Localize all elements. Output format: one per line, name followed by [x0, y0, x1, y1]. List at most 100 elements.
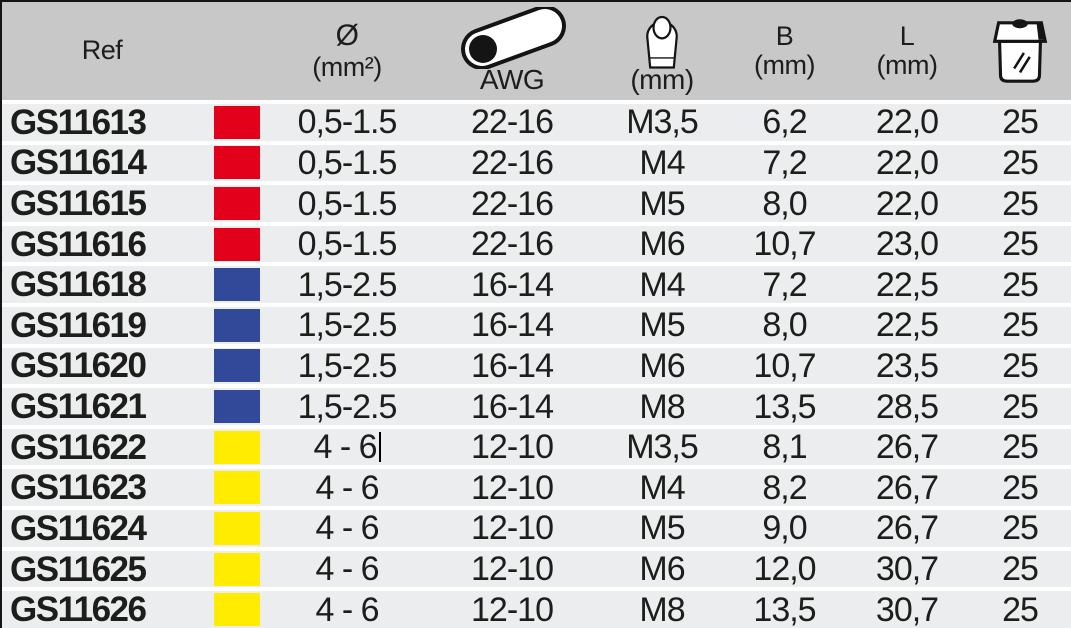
- thread-size-cell[interactable]: M3,5: [626, 103, 699, 142]
- awg-cell[interactable]: 12-10: [471, 428, 554, 467]
- thread-size-cell[interactable]: M8: [639, 590, 685, 628]
- package-qty-cell[interactable]: 25: [1002, 225, 1039, 264]
- awg-cell[interactable]: 22-16: [471, 225, 554, 264]
- l-dimension-cell[interactable]: 30,7: [875, 590, 939, 628]
- diameter-cell[interactable]: 4 - 6: [315, 550, 379, 588]
- l-dimension-cell[interactable]: 22,0: [875, 143, 939, 182]
- ref-cell[interactable]: GS11616: [10, 224, 147, 264]
- l-dimension-cell[interactable]: 23,0: [875, 225, 939, 264]
- package-qty-cell[interactable]: 25: [1002, 265, 1039, 304]
- package-qty-cell[interactable]: 25: [1002, 509, 1039, 548]
- awg-cell[interactable]: 22-16: [471, 143, 554, 182]
- b-dimension-cell[interactable]: 12,0: [753, 550, 816, 588]
- header-diameter: Ø (mm²): [272, 19, 422, 82]
- ref-cell[interactable]: GS11620: [10, 346, 147, 386]
- thread-size-cell[interactable]: M4: [639, 265, 685, 304]
- diameter-cell[interactable]: 4 - 6: [315, 509, 379, 548]
- thread-size-cell[interactable]: M6: [639, 225, 685, 264]
- diameter-cell[interactable]: 4 - 6: [272, 430, 422, 464]
- l-dimension-cell[interactable]: 26,7: [875, 509, 939, 548]
- b-dimension-cell[interactable]: 10,7: [753, 225, 816, 264]
- b-dimension-cell[interactable]: 8,0: [762, 184, 807, 223]
- cable-cross-section-icon: [442, 6, 582, 69]
- l-dimension-cell[interactable]: 26,7: [875, 428, 939, 467]
- thread-size-cell[interactable]: M6: [639, 346, 685, 385]
- l-dimension-cell[interactable]: 23,5: [875, 346, 939, 385]
- b-dimension-cell[interactable]: 13,5: [753, 590, 816, 628]
- package-qty-cell[interactable]: 25: [1002, 143, 1039, 182]
- awg-cell[interactable]: 12-10: [471, 468, 554, 507]
- package-qty-cell[interactable]: 25: [1002, 306, 1039, 345]
- ref-cell[interactable]: GS11625: [10, 549, 147, 589]
- l-dimension-cell[interactable]: 22,0: [875, 103, 939, 142]
- diameter-cell[interactable]: 0,5-1.5: [297, 143, 398, 182]
- awg-cell[interactable]: 16-14: [471, 387, 554, 426]
- b-label: B: [775, 20, 794, 51]
- color-swatch: [214, 511, 260, 545]
- diameter-cell[interactable]: 1,5-2.5: [297, 346, 398, 385]
- ref-cell[interactable]: GS11613: [10, 102, 147, 142]
- diameter-cell[interactable]: 0,5-1.5: [297, 225, 398, 264]
- ref-cell[interactable]: GS11614: [10, 143, 147, 183]
- package-qty-cell[interactable]: 25: [1002, 550, 1039, 588]
- package-qty-cell[interactable]: 25: [1002, 387, 1039, 426]
- awg-cell[interactable]: 12-10: [471, 509, 554, 548]
- l-dimension-cell[interactable]: 28,5: [875, 387, 939, 426]
- swatch-cell: [202, 227, 272, 261]
- ref-cell[interactable]: GS11624: [10, 508, 147, 548]
- awg-cell[interactable]: 16-14: [471, 346, 554, 385]
- b-dimension-cell[interactable]: 8,1: [762, 428, 807, 467]
- l-dimension-cell[interactable]: 22,0: [875, 184, 939, 223]
- thread-size-cell[interactable]: M6: [639, 550, 685, 588]
- l-dimension-cell[interactable]: 30,7: [875, 550, 939, 588]
- thread-size-cell[interactable]: M5: [639, 184, 685, 223]
- b-dimension-cell[interactable]: 7,2: [762, 143, 807, 182]
- swatch-cell: [202, 268, 272, 302]
- diameter-cell[interactable]: 4 - 6: [315, 468, 379, 507]
- thread-size-cell[interactable]: M4: [639, 143, 685, 182]
- package-qty-cell[interactable]: 25: [1002, 103, 1039, 142]
- awg-cell[interactable]: 16-14: [471, 306, 554, 345]
- b-dimension-cell[interactable]: 8,2: [762, 468, 807, 507]
- b-dimension-cell[interactable]: 10,7: [753, 346, 816, 385]
- l-dimension-cell[interactable]: 26,7: [875, 468, 939, 507]
- thread-size-cell[interactable]: M5: [639, 509, 685, 548]
- diameter-cell[interactable]: 0,5-1.5: [297, 103, 398, 142]
- header-packaging: [967, 15, 1071, 87]
- table-row: GS11621 1,5-2.5 16-14 M8 13,5 28,5 25: [2, 388, 1071, 425]
- diameter-cell[interactable]: 1,5-2.5: [297, 306, 398, 345]
- l-dimension-cell[interactable]: 22,5: [875, 265, 939, 304]
- thread-size-cell[interactable]: M4: [639, 468, 685, 507]
- package-qty-cell[interactable]: 25: [1002, 184, 1039, 223]
- ref-cell[interactable]: GS11621: [10, 387, 147, 427]
- table-row: GS11625 4 - 6 12-10 M6 12,0 30,7 25: [2, 549, 1071, 589]
- b-dimension-cell[interactable]: 7,2: [762, 265, 807, 304]
- awg-cell[interactable]: 22-16: [471, 184, 554, 223]
- b-dimension-cell[interactable]: 6,2: [762, 103, 807, 142]
- thread-size-cell[interactable]: M3,5: [626, 428, 699, 467]
- package-qty-cell[interactable]: 25: [1002, 468, 1039, 507]
- awg-cell[interactable]: 22-16: [471, 103, 554, 142]
- ref-cell[interactable]: GS11618: [10, 265, 147, 305]
- b-dimension-cell[interactable]: 8,0: [762, 306, 807, 345]
- ref-cell[interactable]: GS11615: [10, 184, 147, 224]
- l-dimension-cell[interactable]: 22,5: [875, 306, 939, 345]
- awg-cell[interactable]: 16-14: [471, 265, 554, 304]
- package-qty-cell[interactable]: 25: [1002, 590, 1039, 628]
- ref-cell[interactable]: GS11626: [10, 590, 147, 628]
- ref-cell[interactable]: GS11619: [10, 305, 147, 345]
- ref-cell[interactable]: GS11622: [10, 427, 147, 467]
- diameter-cell[interactable]: 4 - 6: [315, 590, 379, 628]
- diameter-cell[interactable]: 0,5-1.5: [297, 184, 398, 223]
- diameter-cell[interactable]: 1,5-2.5: [297, 265, 398, 304]
- package-qty-cell[interactable]: 25: [1002, 346, 1039, 385]
- thread-size-cell[interactable]: M8: [639, 387, 685, 426]
- b-dimension-cell[interactable]: 13,5: [753, 387, 816, 426]
- awg-cell[interactable]: 12-10: [471, 590, 554, 628]
- awg-cell[interactable]: 12-10: [471, 550, 554, 588]
- ref-cell[interactable]: GS11623: [10, 468, 147, 508]
- package-qty-cell[interactable]: 25: [1002, 428, 1039, 467]
- diameter-cell[interactable]: 1,5-2.5: [297, 387, 398, 426]
- b-dimension-cell[interactable]: 9,0: [762, 509, 807, 548]
- thread-size-cell[interactable]: M5: [639, 306, 685, 345]
